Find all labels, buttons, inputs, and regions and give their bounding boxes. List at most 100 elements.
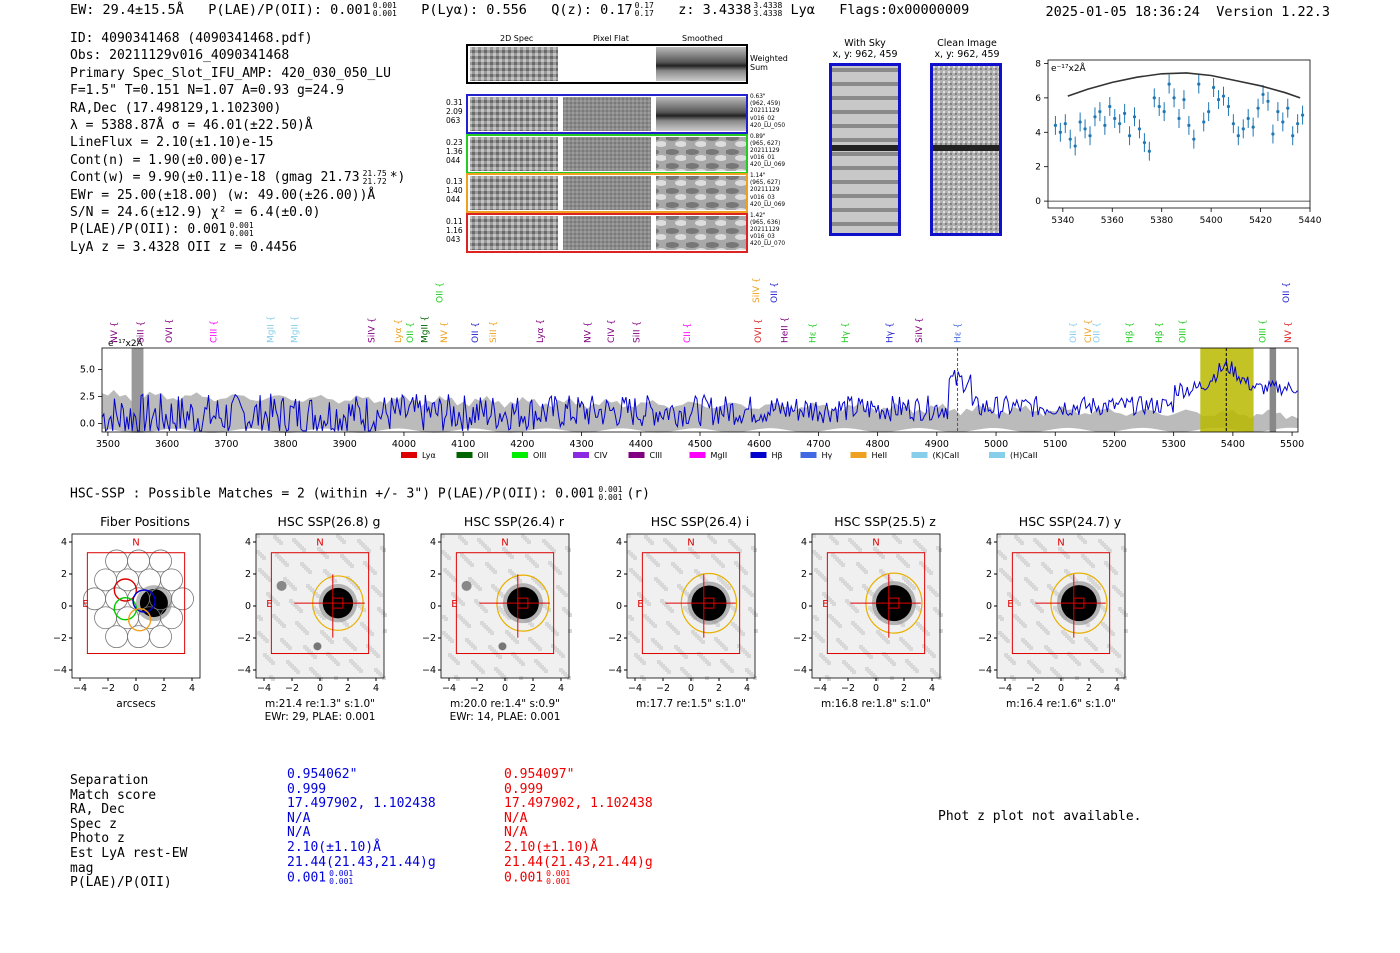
info-obs: Obs: 20211129v016_4090341468 [70,48,290,64]
match-value: 21.44(21.43,21.44)g [287,854,436,870]
fiber-circle [105,549,128,573]
with-sky-title: With Sky x, y: 962, 459 [832,38,898,60]
header-timestamp: 2025-01-05 18:36:24 Version 1.22.3 [1046,4,1331,20]
emission-line-name-upper: OII { [770,282,780,303]
emission-line-label: Lyα { [394,319,404,343]
hsc-xtick-label: 4 [189,683,195,694]
spectrum-xtick-label: 4200 [510,439,534,450]
hsc-noise-pixel [360,622,364,626]
hsc-noise-pixel [275,553,279,557]
hsc-xtick-label: −2 [101,683,115,694]
hsc-noise-pixel [627,534,631,538]
hsc-xtick-label: −4 [442,683,456,694]
hsc-noise-pixel [694,569,698,573]
hsc-ytick-label: −2 [608,633,622,644]
spectrum-xtick-label: 4700 [806,439,830,450]
cutout-meta: 420_LU_050 [750,122,786,129]
hsc-noise-pixel [737,644,741,648]
hsc-noise-pixel [320,630,324,634]
cutout-stat: 0.31 [446,98,463,107]
emission-line-name: MgII { [421,316,431,343]
emission-line-name: NV { [110,322,120,343]
hsc-xtick-label: 0 [317,683,323,694]
center-box [703,597,715,609]
hsc-noise-pixel [1036,621,1040,625]
legend-swatch [911,452,928,458]
match-value: N/A [504,810,528,826]
spectrum-xtick-label: 4900 [925,439,949,450]
spectrum-xtick-label: 3700 [214,439,238,450]
galaxy-core [139,589,168,618]
hsc-noise-pixel [256,534,260,538]
emission-line-label: Hε { [954,323,964,343]
east-label: E [637,599,643,610]
hsc-xtick-label: −4 [257,683,271,694]
zoom-data-point [1241,127,1245,131]
spectrum-ytick-label: 0.0 [80,418,95,429]
hsc-caption-1: m:21.4 re:1.3" s:1.0" [265,698,375,710]
zoom-xtick-label: 5420 [1249,216,1272,226]
hsc-noise-pixel [491,584,495,588]
emission-line-label: OVI { [165,319,175,343]
hsc-noise-pixel [734,561,738,565]
hsc-noise-pixel [257,631,261,635]
hsc-xtick-label: 0 [873,683,879,694]
spectrum-xtick-label: 4500 [688,439,712,450]
hsc-noise-pixel [377,607,381,611]
hsc-noise-pixel [927,585,931,589]
hsc-noise-pixel [300,562,304,566]
cutout-row-meta: 1.14" (965, 627) 20211129 v016_03 420_LU_069 [750,173,785,209]
hsc-noise-pixel [637,592,641,596]
emission-line-name: MgII { [267,316,277,343]
match-label: Separation [70,773,149,788]
header-bar: EW: 29.4±15.5Å P(LAE)/P(OII): 0.001 0.001… [70,2,969,19]
cutout-stat: 1.16 [446,225,463,235]
info-plae: P(LAE)/P(OII): 0.001 0.001 0.001 [70,220,254,238]
hsc-caption-1: m:16.4 re:1.6" s:1.0" [1006,698,1116,710]
header-version: Version 1.22.3 [1216,4,1330,20]
hsc-noise-pixel [640,675,644,679]
hsc-xtick-label: 0 [502,683,508,694]
hsc-caption-1: arcsecs [116,698,156,710]
hsc-noise-pixel [813,631,817,635]
hsc-noise-pixel [629,568,633,572]
emission-line-label: MgII { [267,316,277,343]
cutout-meta: 420_LU_070 [750,241,786,248]
cutout-meta: 20211129 [750,226,780,233]
north-label: N [872,538,879,549]
hsc-noise-pixel [1077,534,1081,538]
hsc-noise-pixel [272,614,276,618]
east-label: E [822,599,828,610]
emission-line-name: Hε { [954,323,964,343]
legend-swatch [850,452,867,458]
hsc-noise-pixel [836,638,840,642]
emission-line-label: MgII { [290,316,300,343]
match-label: Photo z [70,831,125,847]
cutout-row: 0.31 2.09 063 0.63" (962, 459) 20211129 v016_0… [440,94,800,134]
hsc-noise-pixel [306,584,310,588]
hsc-noise-pixel [657,660,661,664]
match-labels: Separation Match score RA, Dec Spec z Photo … [70,773,187,891]
hsc-xtick-label: 2 [1086,683,1092,694]
spectrum-flux-line [101,359,1298,433]
cutout-row-images [466,133,748,174]
hsc-noise-pixel [1087,576,1091,580]
hsc-panel: HSC SSP(24.7) y N E −4 −4 −2 −2 0 0 2 2 4 4 m:16.4 re… [975,512,1145,727]
hsc-noise-pixel [731,622,735,626]
hsc-noise-pixel [1061,630,1065,634]
emission-line-label: OVI { [754,319,764,343]
cutout-meta: v016_02 [750,115,775,122]
hsc-noise-pixel [677,584,681,588]
cutout-meta: v016_03 [750,234,775,241]
cutout-meta: 1.14" [750,173,766,179]
emission-line-name: Hγ { [841,322,851,343]
hsc-xtick-label: −2 [841,683,855,694]
hsc-noise-pixel [660,599,664,603]
zoom-data-point [1182,97,1186,102]
cutout-2d-spec [470,215,558,250]
fiber-cutouts: 2D Spec Pixel Flat Smoothed Weighted Sum… [440,32,800,257]
cutout-stat: 044 [446,195,461,204]
hsc-noise-pixel [292,538,296,542]
zoom-data-point [1286,106,1290,110]
hsc-noise-pixel [839,577,843,581]
